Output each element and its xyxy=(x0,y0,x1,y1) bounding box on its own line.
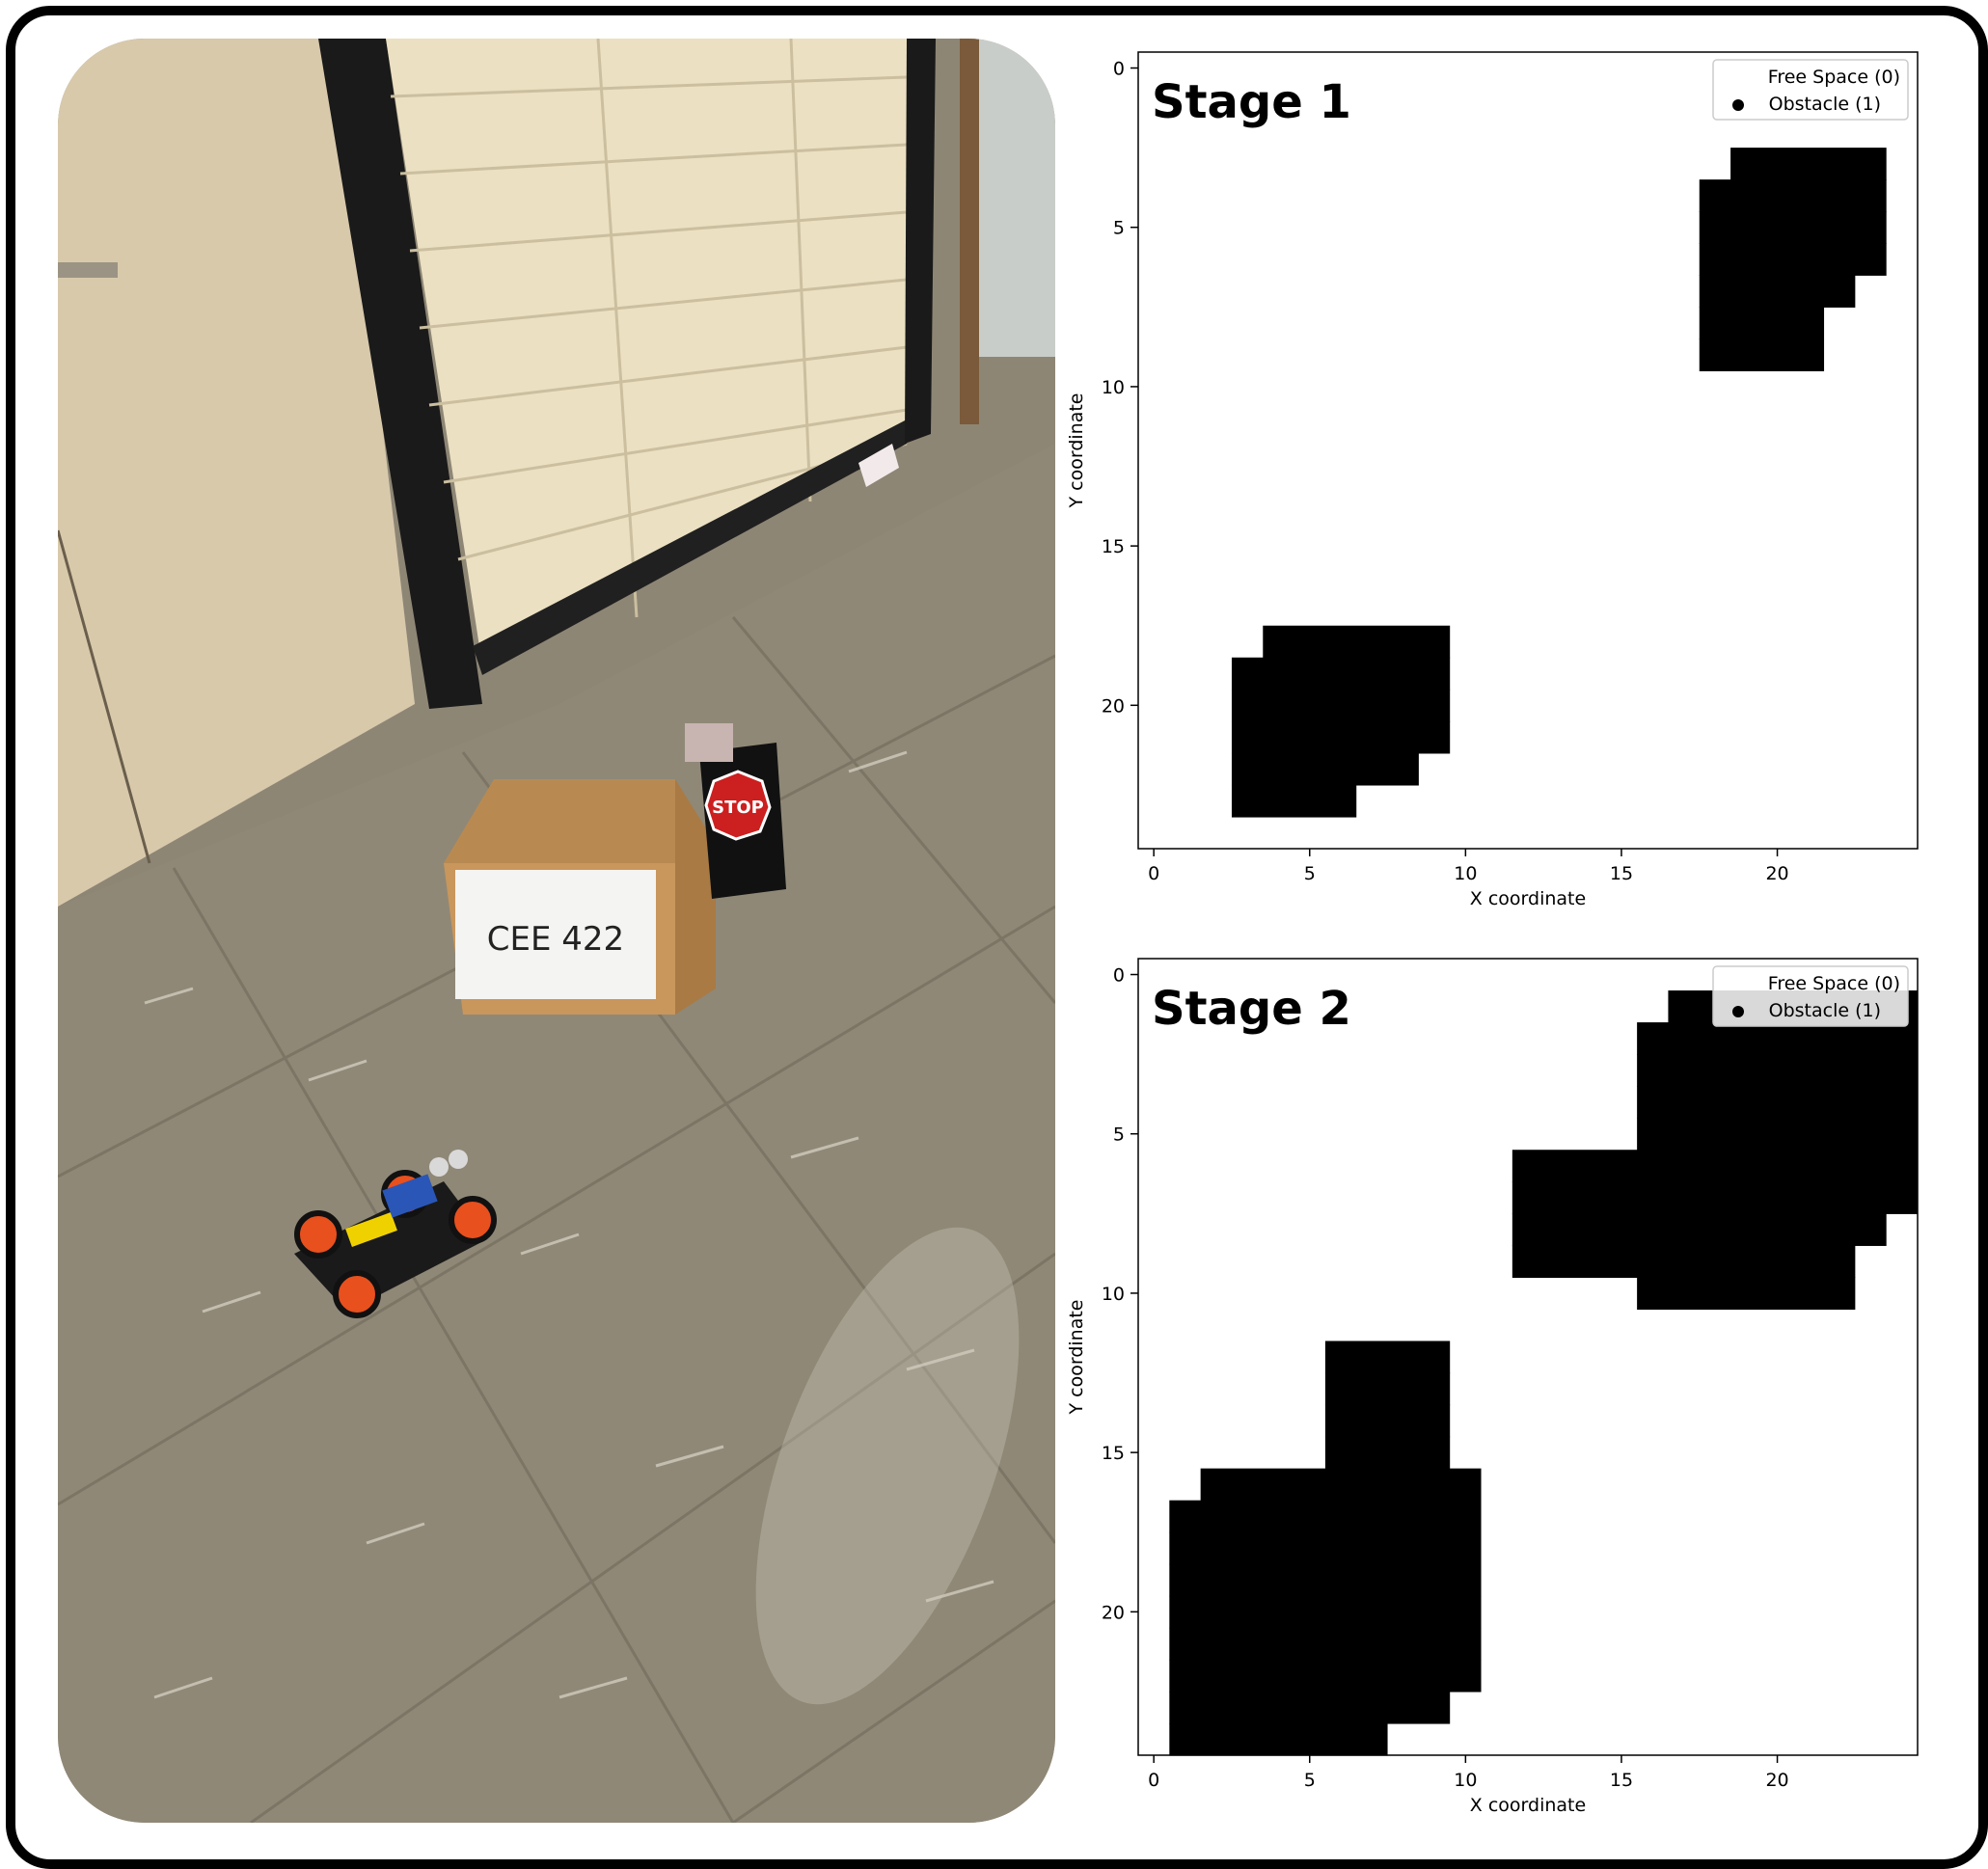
obstacle-row-7 xyxy=(1511,1181,1918,1214)
x-tick-label: 15 xyxy=(1610,863,1633,884)
y-tick-label: 0 xyxy=(1113,59,1125,80)
x-tick-label: 0 xyxy=(1148,863,1159,884)
obstacle-row-12 xyxy=(1324,1341,1451,1374)
y-tick-label: 15 xyxy=(1102,536,1125,557)
x-tick-label: 0 xyxy=(1148,1770,1159,1791)
obstacle-row-22 xyxy=(1231,752,1419,786)
x-axis-label: X coordinate xyxy=(1470,888,1586,909)
obstacle-row-20 xyxy=(1169,1595,1482,1629)
obstacle-row-8 xyxy=(1699,307,1825,339)
legend-box xyxy=(1712,965,1909,1027)
obstacle-row-5 xyxy=(1637,1118,1918,1151)
obstacle-row-21 xyxy=(1231,720,1451,754)
obstacle-row-4 xyxy=(1637,1086,1918,1119)
obstacle-row-8 xyxy=(1511,1213,1887,1246)
obstacle-row-22 xyxy=(1169,1659,1482,1693)
axes-frame xyxy=(1137,958,1919,1756)
obstacle-row-14 xyxy=(1324,1404,1451,1438)
obstacle-row-20 xyxy=(1231,689,1451,722)
legend-obstacle-marker xyxy=(1732,99,1744,111)
box-lid-inside xyxy=(444,779,675,863)
floor-glare xyxy=(755,1227,1020,1705)
baseboard xyxy=(473,420,907,675)
y-tick-label: 20 xyxy=(1102,1602,1125,1623)
y-tick-label: 10 xyxy=(1102,1284,1125,1305)
legend-obstacle-marker xyxy=(1732,1006,1744,1017)
legend-box xyxy=(1712,59,1909,121)
hallway xyxy=(979,39,1055,357)
legend-entry-free-space: Free Space (0) xyxy=(1768,973,1900,994)
y-tick-label: 5 xyxy=(1113,218,1125,239)
right-door-frame xyxy=(905,39,936,444)
obstacle-row-23 xyxy=(1231,784,1357,818)
robot-scene-photo: CEE 422 STOP xyxy=(58,39,1055,1823)
obstacle-row-7 xyxy=(1699,275,1856,308)
floor xyxy=(58,444,1055,1823)
x-tick-label: 5 xyxy=(1304,863,1316,884)
x-tick-label: 5 xyxy=(1304,1770,1316,1791)
scene-illustration: CEE 422 STOP xyxy=(58,39,1055,1823)
x-tick-label: 10 xyxy=(1454,863,1477,884)
obstacle-row-16 xyxy=(1200,1468,1482,1502)
stage-1-occupancy-grid: 0 5 10 15 20 0 5 10 15 20 X coordinate Y coordinate… xyxy=(1066,51,1919,909)
obstacle-row-18 xyxy=(1263,625,1451,659)
obstacle-row-24 xyxy=(1169,1722,1388,1756)
robot-car xyxy=(294,1150,497,1318)
y-tick-label: 15 xyxy=(1102,1443,1125,1464)
door-frame xyxy=(318,39,482,709)
obstacle-row-19 xyxy=(1169,1563,1482,1597)
y-axis-label: Y coordinate xyxy=(1066,1300,1087,1416)
axes-frame xyxy=(1137,51,1919,850)
legend-entry-obstacle: Obstacle (1) xyxy=(1769,94,1881,115)
obstacle-row-9 xyxy=(1511,1245,1856,1278)
obstacle-row-2 xyxy=(1637,1022,1918,1055)
box-side xyxy=(675,779,716,1015)
obstacle-row-23 xyxy=(1169,1691,1451,1724)
obstacle-row-21 xyxy=(1169,1627,1482,1661)
y-tick-label: 20 xyxy=(1102,695,1125,717)
stop-sign-label: STOP xyxy=(712,798,764,818)
y-tick-label: 0 xyxy=(1113,965,1125,987)
obstacle-row-6 xyxy=(1699,243,1887,276)
y-axis-label: Y coordinate xyxy=(1066,393,1087,509)
floor-streaks xyxy=(144,750,994,1699)
obstacle-row-9 xyxy=(1699,339,1825,371)
obstacle-row-15 xyxy=(1324,1436,1451,1470)
x-axis-label: X coordinate xyxy=(1470,1795,1586,1816)
obstacle-row-19 xyxy=(1231,657,1451,691)
obstacle-row-3 xyxy=(1637,1054,1918,1087)
y-tick-label: 5 xyxy=(1113,1124,1125,1146)
open-door-edge xyxy=(960,39,979,424)
stage-1-chart: 0 5 10 15 20 0 5 10 15 20 X coordinate Y coordinate… xyxy=(1061,29,1958,916)
obstacle-row-18 xyxy=(1169,1531,1482,1565)
obstacle-row-13 xyxy=(1324,1372,1451,1406)
stage-2-occupancy-grid: 0 5 10 15 20 0 5 10 15 20 X coordinate Y coordinate… xyxy=(1066,958,1919,1816)
door-edge xyxy=(58,529,151,864)
stop-sign xyxy=(704,770,772,841)
marker-card xyxy=(685,723,733,762)
obstacle-row-3 xyxy=(1730,148,1887,180)
door-handle xyxy=(58,262,118,278)
legend-entry-obstacle: Obstacle (1) xyxy=(1769,1000,1881,1021)
obstacle-row-10 xyxy=(1637,1277,1856,1311)
x-tick-label: 10 xyxy=(1454,1770,1477,1791)
box-label: CEE 422 xyxy=(487,920,624,959)
obstacle-row-5 xyxy=(1699,211,1887,244)
x-tick-label: 15 xyxy=(1610,1770,1633,1791)
stage-title: Stage 2 xyxy=(1152,982,1351,1036)
obstacle-row-4 xyxy=(1699,179,1887,212)
box-label-paper xyxy=(455,870,656,999)
door xyxy=(58,39,415,907)
obstacle-row-17 xyxy=(1169,1500,1482,1533)
floor-card xyxy=(858,444,899,487)
x-tick-label: 20 xyxy=(1765,863,1788,884)
legend-entry-free-space: Free Space (0) xyxy=(1768,67,1900,88)
stage-2-chart: 0 5 10 15 20 0 5 10 15 20 X coordinate Y coordinate… xyxy=(1061,935,1958,1823)
obstacle-row-6 xyxy=(1511,1150,1918,1182)
stage-title: Stage 1 xyxy=(1152,75,1351,129)
x-tick-label: 20 xyxy=(1765,1770,1788,1791)
y-tick-label: 10 xyxy=(1102,377,1125,398)
